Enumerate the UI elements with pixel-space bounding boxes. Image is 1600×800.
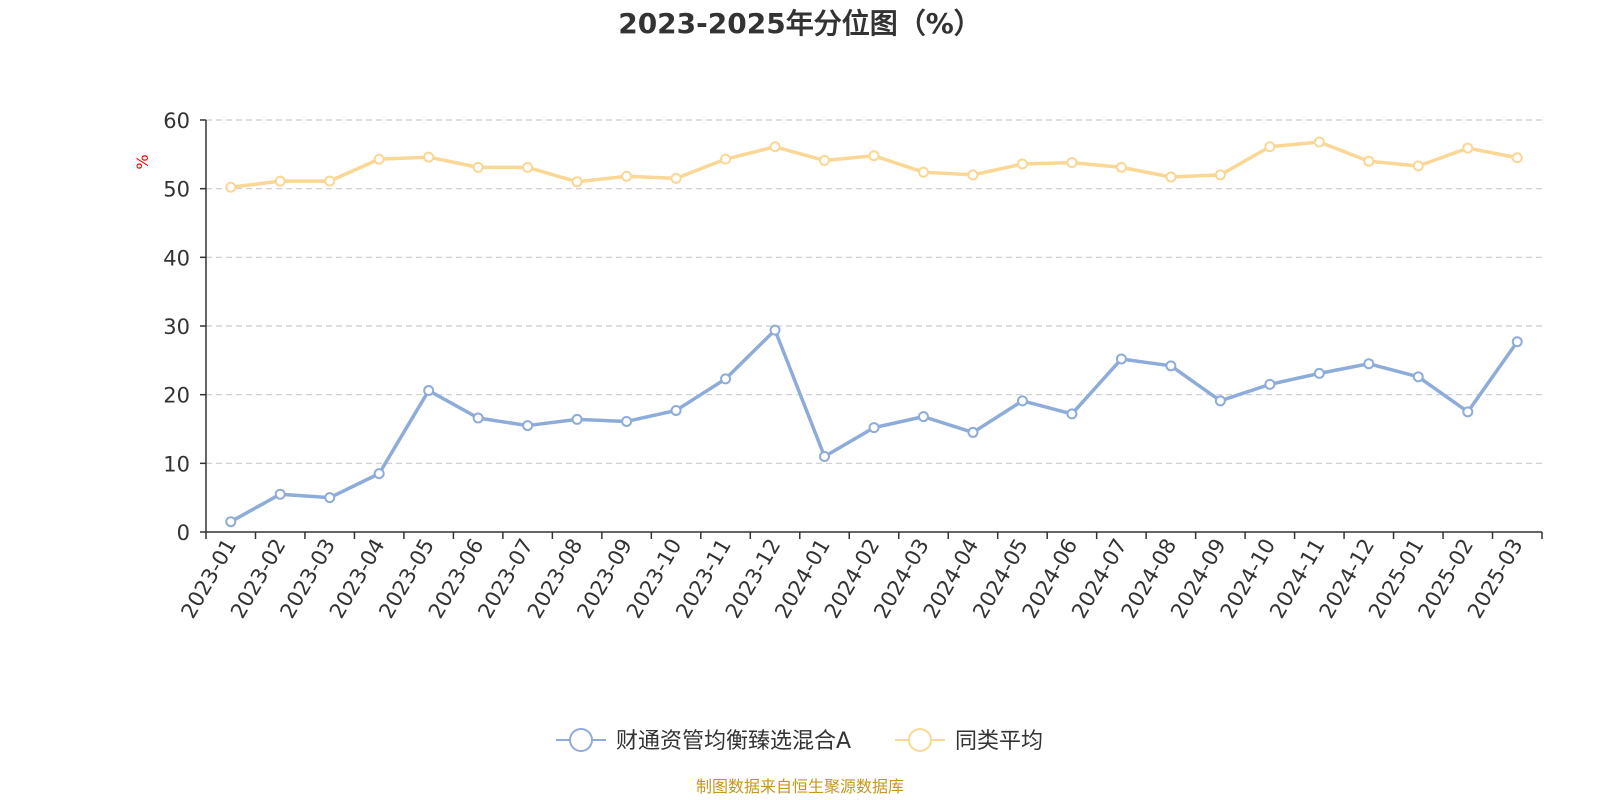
y-tick-label: 0 <box>177 521 190 545</box>
legend-label: 同类平均 <box>955 729 1043 754</box>
data-point <box>225 181 237 193</box>
data-point <box>819 155 831 167</box>
y-tick-label: 60 <box>163 109 190 133</box>
data-point <box>1066 408 1078 420</box>
data-point <box>1214 395 1226 407</box>
data-point <box>1214 169 1226 181</box>
data-point <box>868 150 880 162</box>
data-point <box>967 169 979 181</box>
data-point <box>1016 395 1028 407</box>
data-point <box>274 175 286 187</box>
series-line <box>230 140 1518 190</box>
axes <box>200 119 1543 539</box>
data-point <box>670 172 682 184</box>
chart-title: 2023-2025年分位图（%） <box>618 7 982 40</box>
data-point <box>1511 152 1523 164</box>
data-point <box>769 324 781 336</box>
data-point <box>621 415 633 427</box>
data-point <box>720 373 732 385</box>
grid-lines <box>206 119 1542 464</box>
y-tick-label: 20 <box>163 384 190 408</box>
data-point <box>1066 157 1078 169</box>
data-point <box>1264 378 1276 390</box>
data-point <box>423 151 435 163</box>
data-point <box>373 153 385 165</box>
data-point <box>621 170 633 182</box>
data-point <box>1165 171 1177 183</box>
data-point <box>1462 406 1474 418</box>
data-point <box>472 161 484 173</box>
data-point <box>670 404 682 416</box>
data-point <box>1363 358 1375 370</box>
y-tick-label: 30 <box>163 315 190 339</box>
data-point <box>225 516 237 528</box>
y-tick-label: 40 <box>163 246 190 270</box>
legend-label: 财通资管均衡臻选混合A <box>616 729 851 754</box>
data-point <box>522 161 534 173</box>
y-axis-label: % <box>133 154 152 169</box>
data-point <box>1115 161 1127 173</box>
data-point <box>324 492 336 504</box>
data-point <box>967 426 979 438</box>
data-point <box>917 411 929 423</box>
data-point <box>917 166 929 178</box>
data-point <box>1363 155 1375 167</box>
data-point <box>1412 371 1424 383</box>
data-point <box>819 450 831 462</box>
data-point <box>472 412 484 424</box>
data-point <box>571 176 583 188</box>
data-point <box>1165 360 1177 372</box>
tick-labels: 01020304050602023-012023-022023-032023-0… <box>163 109 1527 622</box>
data-point <box>1016 158 1028 170</box>
data-point <box>1462 142 1474 154</box>
data-point <box>1412 160 1424 172</box>
data-point <box>324 175 336 187</box>
data-point <box>274 488 286 500</box>
legend-swatch-marker <box>569 728 593 752</box>
data-point <box>720 153 732 165</box>
data-point <box>1313 136 1325 148</box>
data-point <box>571 413 583 425</box>
data-point <box>1313 367 1325 379</box>
data-point <box>1115 353 1127 365</box>
data-point <box>769 141 781 153</box>
series-lines <box>229 140 1519 524</box>
source-note: 制图数据来自恒生聚源数据库 <box>696 777 904 796</box>
legend: 财通资管均衡臻选混合A 同类平均 <box>556 728 1043 754</box>
data-point <box>1511 336 1523 348</box>
data-point <box>868 422 880 434</box>
series-points <box>225 136 1523 528</box>
legend-swatch-marker <box>908 728 932 752</box>
data-point <box>1264 141 1276 153</box>
data-point <box>373 468 385 480</box>
data-point <box>522 420 534 432</box>
y-tick-label: 50 <box>163 178 190 202</box>
y-tick-label: 10 <box>163 452 190 476</box>
data-point <box>423 385 435 397</box>
